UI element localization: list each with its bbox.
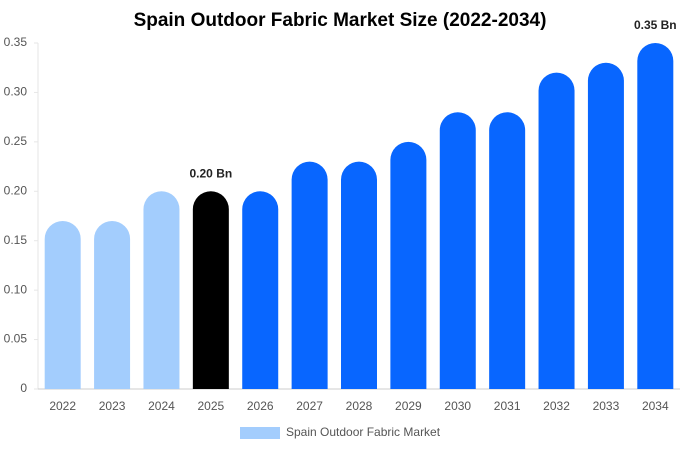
y-tick-label: 0.05 xyxy=(4,332,28,346)
bar xyxy=(637,43,674,389)
x-tick-label: 2024 xyxy=(148,399,175,413)
x-tick-label: 2030 xyxy=(444,399,471,413)
bar xyxy=(341,161,377,389)
bar xyxy=(192,191,229,389)
y-tick-label: 0.15 xyxy=(4,233,28,247)
legend-label: Spain Outdoor Fabric Market xyxy=(286,425,441,439)
value-label: 0.20 Bn xyxy=(190,166,233,180)
bar xyxy=(390,141,427,389)
x-tick-label: 2022 xyxy=(49,399,76,413)
x-tick-label: 2028 xyxy=(346,399,373,413)
bar xyxy=(489,112,526,389)
x-tick-label: 2026 xyxy=(247,399,274,413)
bar xyxy=(94,220,131,389)
bar xyxy=(439,112,476,389)
bar xyxy=(291,161,328,389)
legend-swatch xyxy=(240,427,280,439)
bar xyxy=(538,72,575,390)
chart-title: Spain Outdoor Fabric Market Size (2022-2… xyxy=(134,10,547,31)
bar xyxy=(242,191,279,389)
y-tick-label: 0.30 xyxy=(4,85,28,99)
x-tick-label: 2023 xyxy=(99,399,126,413)
x-tick-label: 2025 xyxy=(197,399,224,413)
x-tick-label: 2031 xyxy=(494,399,521,413)
x-tick-label: 2032 xyxy=(543,399,570,413)
y-tick-label: 0.25 xyxy=(4,134,28,148)
x-tick-label: 2034 xyxy=(642,399,669,413)
x-tick-label: 2029 xyxy=(395,399,422,413)
bar xyxy=(587,62,624,390)
bar xyxy=(44,220,81,389)
y-tick-label: 0.10 xyxy=(4,282,28,296)
x-tick-label: 2027 xyxy=(296,399,323,413)
bar xyxy=(143,191,180,389)
value-label: 0.35 Bn xyxy=(634,18,677,32)
y-tick-label: 0.35 xyxy=(4,35,28,49)
y-tick-label: 0 xyxy=(20,381,27,395)
x-tick-label: 2033 xyxy=(593,399,620,413)
y-tick-label: 0.20 xyxy=(4,183,28,197)
